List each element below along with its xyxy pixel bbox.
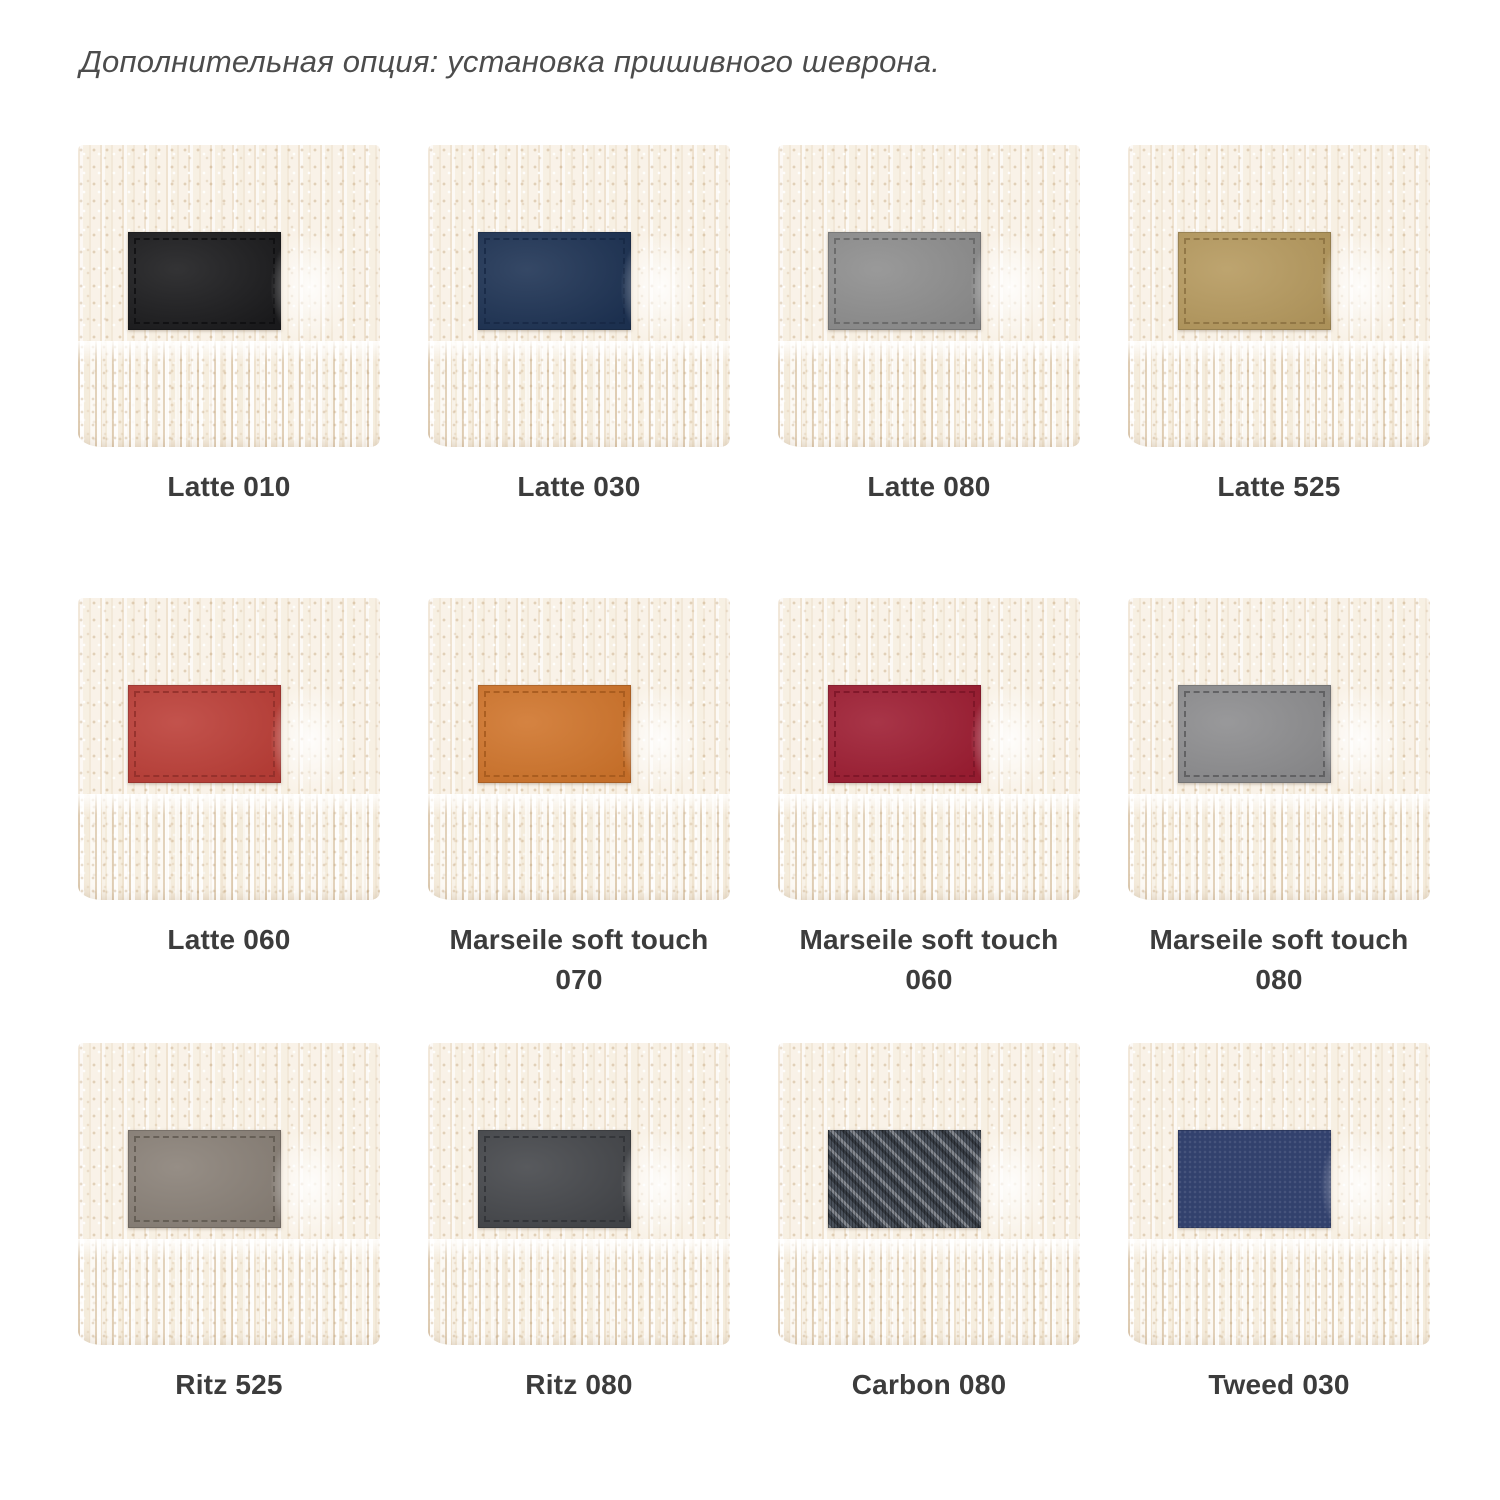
stitch-border (1183, 237, 1325, 325)
stitch-border (133, 690, 275, 778)
swatch-label: Ritz 080 (525, 1369, 633, 1400)
swatch-label: Latte 060 (167, 924, 291, 955)
chevron-patch (827, 231, 981, 331)
swatch-label: Tweed 030 (1208, 1369, 1350, 1400)
knit-swatch-image (1128, 1043, 1430, 1345)
stitch-border (833, 237, 975, 325)
chevron-patch (477, 231, 631, 331)
swatch-card: Carbon 080 (778, 1043, 1080, 1405)
stitch-border (834, 1136, 975, 1222)
knit-swatch-image (1128, 598, 1430, 900)
swatch-card: Latte 525 (1128, 145, 1430, 598)
knit-cuff-texture (78, 794, 380, 900)
knit-swatch-image (78, 145, 380, 447)
knit-cuff-texture (428, 341, 730, 447)
chevron-patch (127, 684, 281, 784)
knit-cuff-texture (1128, 794, 1430, 900)
chevron-patch (1177, 231, 1331, 331)
stitch-border (833, 690, 975, 778)
knit-swatch-image (1128, 145, 1430, 447)
swatch-grid: Latte 010 Latte 030 Latte 080 (78, 145, 1430, 1405)
swatch-card: Marseile soft touch 060 (778, 598, 1080, 1043)
knit-swatch-image (428, 145, 730, 447)
swatch-label: Latte 525 (1217, 471, 1341, 502)
swatch-card: Tweed 030 (1128, 1043, 1430, 1405)
knit-cuff-texture (428, 794, 730, 900)
knit-swatch-image (78, 1043, 380, 1345)
swatch-card: Latte 060 (78, 598, 380, 1043)
swatch-label: Marseile soft touch 060 (799, 924, 1059, 995)
knit-cuff-texture (428, 1239, 730, 1345)
chevron-patch (827, 1129, 981, 1229)
swatch-card: Marseile soft touch 080 (1128, 598, 1430, 1043)
chevron-patch (477, 1129, 631, 1229)
knit-cuff-texture (1128, 341, 1430, 447)
knit-swatch-image (778, 598, 1080, 900)
stitch-border (1184, 1136, 1325, 1222)
swatch-label: Ritz 525 (175, 1369, 283, 1400)
knit-cuff-texture (78, 341, 380, 447)
page-note: Дополнительная опция: установка пришивно… (80, 44, 941, 79)
chevron-patch (1177, 1129, 1331, 1229)
stitch-border (133, 1135, 275, 1223)
swatch-label: Marseile soft touch 080 (1149, 924, 1409, 995)
swatch-card: Marseile soft touch 070 (428, 598, 730, 1043)
knit-cuff-texture (778, 341, 1080, 447)
stitch-border (133, 237, 275, 325)
knit-swatch-image (428, 1043, 730, 1345)
swatch-label: Latte 030 (517, 471, 641, 502)
swatch-card: Latte 010 (78, 145, 380, 598)
knit-swatch-image (428, 598, 730, 900)
stitch-border (483, 690, 625, 778)
swatch-label: Latte 080 (867, 471, 991, 502)
stitch-border (483, 1135, 625, 1223)
knit-cuff-texture (1128, 1239, 1430, 1345)
swatch-card: Ritz 525 (78, 1043, 380, 1405)
knit-swatch-image (778, 145, 1080, 447)
chevron-patch (1177, 684, 1331, 784)
swatch-label: Latte 010 (167, 471, 291, 502)
chevron-patch (477, 684, 631, 784)
knit-cuff-texture (778, 794, 1080, 900)
swatch-label: Carbon 080 (851, 1369, 1007, 1400)
knit-swatch-image (78, 598, 380, 900)
swatch-card: Ritz 080 (428, 1043, 730, 1405)
chevron-patch (127, 1129, 281, 1229)
swatch-label: Marseile soft touch 070 (449, 924, 709, 995)
knit-swatch-image (778, 1043, 1080, 1345)
stitch-border (483, 237, 625, 325)
swatch-card: Latte 080 (778, 145, 1080, 598)
knit-cuff-texture (778, 1239, 1080, 1345)
knit-cuff-texture (78, 1239, 380, 1345)
stitch-border (1183, 690, 1325, 778)
chevron-patch (127, 231, 281, 331)
chevron-patch (827, 684, 981, 784)
swatch-card: Latte 030 (428, 145, 730, 598)
